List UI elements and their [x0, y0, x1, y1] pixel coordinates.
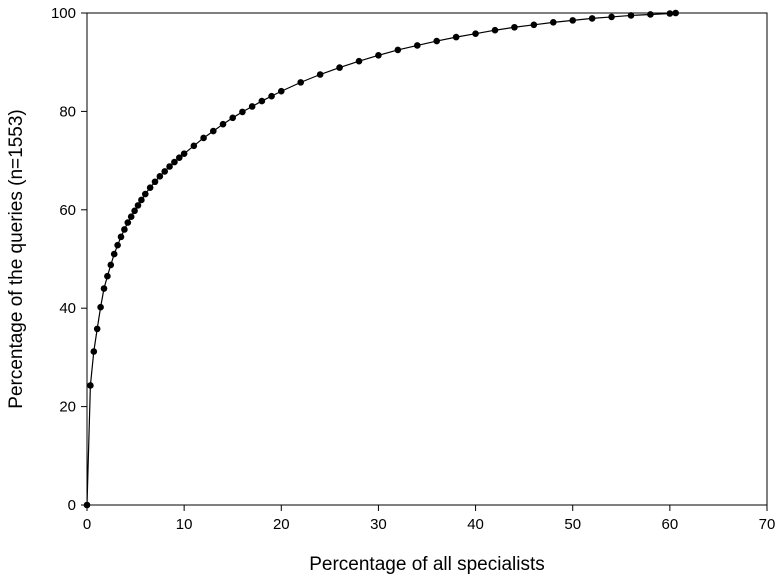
data-point: [100, 285, 108, 292]
y-tick-label: 20: [59, 399, 76, 416]
data-point: [146, 184, 154, 191]
data-point: [277, 87, 285, 95]
x-tick-label: 40: [467, 516, 484, 533]
data-point: [110, 250, 118, 258]
data-point: [180, 150, 188, 158]
data-point: [93, 325, 101, 333]
data-point: [316, 71, 324, 78]
data-point: [569, 17, 577, 24]
data-point: [413, 42, 421, 49]
x-tick-label: 30: [370, 516, 387, 533]
data-point: [175, 154, 183, 161]
data-point: [166, 163, 173, 170]
x-tick-label: 10: [176, 516, 193, 533]
y-tick-label: 40: [59, 300, 76, 317]
data-point: [87, 382, 94, 389]
data-point: [141, 190, 149, 198]
data-point: [190, 142, 198, 150]
data-point: [131, 207, 138, 215]
data-point: [127, 213, 135, 220]
data-point: [156, 173, 164, 180]
data-point: [297, 79, 305, 86]
data-point: [248, 103, 256, 110]
data-point: [511, 23, 518, 31]
x-axis: 0 10 20 30 40 50 60 70: [83, 505, 776, 533]
data-point: [134, 202, 142, 209]
y-tick-label: 80: [59, 103, 76, 120]
data-point: [114, 241, 121, 249]
data-point: [138, 196, 145, 204]
x-tick-label: 20: [273, 516, 290, 533]
data-point: [549, 19, 557, 26]
data-point: [672, 9, 679, 17]
data-point: [258, 97, 266, 105]
data-point: [647, 11, 654, 18]
y-axis: 0 20 40 60 80 100: [51, 5, 87, 514]
data-point: [171, 158, 178, 166]
data-point: [375, 52, 382, 59]
data-point: [161, 168, 169, 175]
series-line: [86, 12, 676, 506]
data-point: [151, 178, 159, 186]
x-tick-label: 50: [564, 516, 581, 533]
data-point: [666, 10, 674, 17]
data-point: [239, 108, 246, 116]
x-tick-label: 60: [662, 516, 679, 533]
data-point: [124, 219, 132, 226]
data-point: [90, 348, 98, 355]
y-tick-label: 100: [51, 5, 76, 22]
y-tick-label: 0: [68, 497, 76, 514]
plot-area: [83, 9, 768, 509]
data-point: [530, 21, 538, 29]
data-point: [121, 226, 128, 233]
y-axis-label: Percentage of the queries (n=1553): [6, 109, 27, 408]
x-axis-label: Percentage of all specialists: [309, 554, 545, 575]
x-tick-label: 70: [759, 516, 776, 533]
data-point: [336, 64, 343, 71]
data-point: [394, 46, 402, 54]
plot-frame: [86, 12, 768, 506]
data-point: [588, 15, 596, 22]
x-tick-label: 0: [83, 516, 91, 533]
data-point: [229, 114, 237, 122]
data-point: [608, 13, 615, 21]
data-point: [200, 134, 207, 142]
data-point: [104, 272, 111, 280]
data-point: [355, 57, 363, 65]
data-point: [107, 261, 115, 269]
data-point: [117, 233, 125, 241]
data-point: [433, 37, 441, 45]
data-point: [268, 92, 275, 100]
y-tick-label: 60: [59, 202, 76, 219]
data-point: [472, 30, 479, 37]
data-point: [627, 12, 635, 19]
data-point: [209, 127, 217, 135]
data-point: [219, 120, 227, 128]
data-point: [97, 303, 104, 311]
data-point: [452, 33, 460, 41]
data-point: [491, 26, 499, 34]
